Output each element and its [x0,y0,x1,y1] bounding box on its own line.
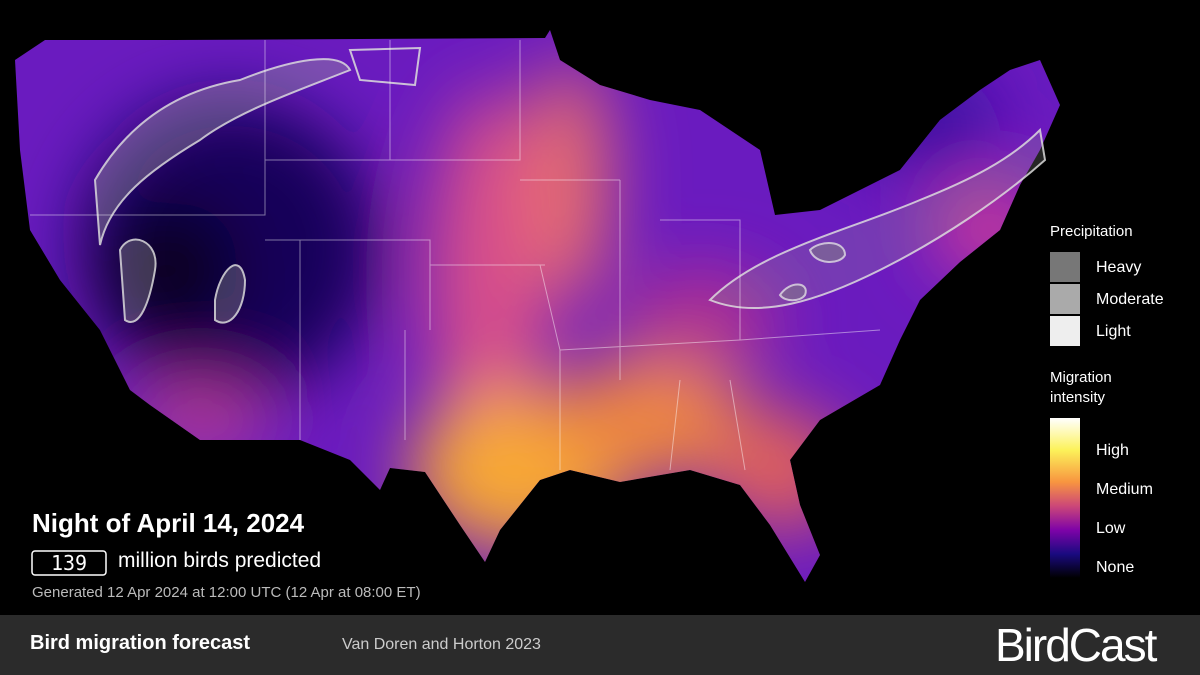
footer-credit: Van Doren and Horton 2023 [342,636,541,653]
intensity-colorbar [1050,418,1080,578]
bird-count: 139 [50,551,88,575]
logo: BirdCast [995,619,1157,671]
legend-label: Light [1096,323,1131,340]
legend-title: Precipitation [1050,223,1133,240]
generated-note: Generated 12 Apr 2024 at 12:00 UTC (12 A… [32,584,421,601]
legend-label: None [1096,559,1135,576]
footer-bar [0,615,1200,675]
legend-swatch-heavy [1050,252,1080,282]
legend-swatch-light [1050,316,1080,346]
legend-label: Low [1096,520,1126,537]
legend-label: High [1096,442,1129,459]
legend-label: Moderate [1096,291,1164,308]
legend-label: Heavy [1096,259,1142,276]
bird-count-text: million birds predicted [118,549,322,572]
legend-title: Migration intensity [1050,369,1112,406]
state-borders [30,40,881,471]
precipitation-contours [93,46,1047,324]
legend-swatch-moderate [1050,284,1080,314]
count-box [31,550,107,576]
date-title: Night of April 14, 2024 [32,508,305,538]
footer-title: Bird migration forecast [30,632,251,654]
legend-label: Medium [1096,481,1153,498]
